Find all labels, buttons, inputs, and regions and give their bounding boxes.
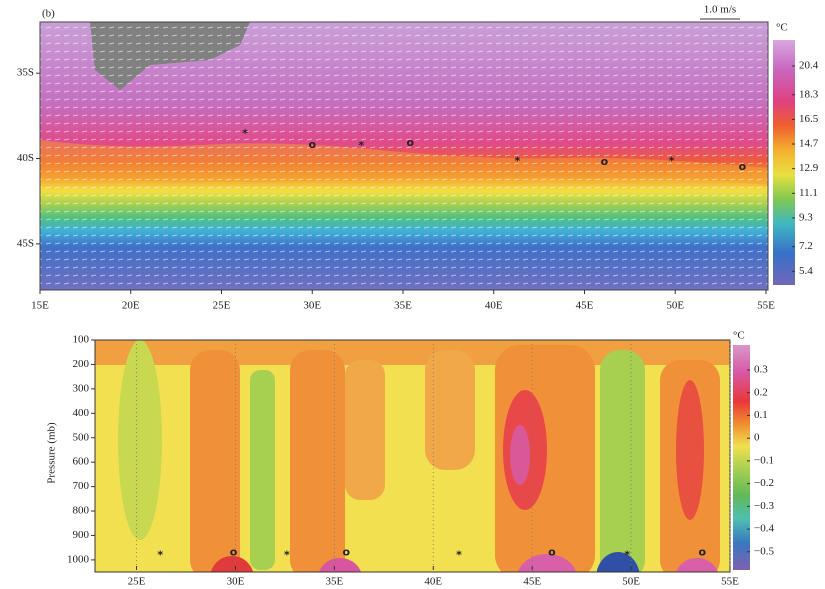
colorbar	[733, 345, 750, 570]
y-tick-label: 1000	[67, 553, 90, 565]
colorbar-tick-label: 20.4	[799, 60, 819, 72]
colorbar-tick-label: −0.5	[754, 545, 774, 557]
y-tick-label: 35S	[17, 67, 34, 79]
frame	[39, 21, 769, 291]
marker: o	[308, 138, 316, 151]
vectors	[40, 22, 768, 290]
marker: o	[230, 546, 238, 559]
colorbar-tick-label: 0	[754, 432, 760, 444]
marker: *	[157, 549, 163, 562]
section-panel	[94, 339, 750, 573]
marker: o	[601, 155, 609, 168]
colorbar-tick-label: 14.7	[799, 138, 819, 150]
y-tick-label: 45S	[17, 237, 34, 249]
x-tick-label: 30E	[227, 576, 245, 588]
marker: o	[406, 136, 414, 149]
y-tick-label: 900	[73, 529, 90, 541]
x-tick-label: 45E	[576, 300, 594, 312]
y-tick-label: 500	[73, 431, 90, 443]
x-tick-label: 25E	[213, 300, 231, 312]
y-tick-label: 400	[73, 407, 90, 419]
colorbar	[773, 40, 795, 285]
x-tick-label: 25E	[128, 576, 146, 588]
map-panel	[39, 18, 795, 291]
x-tick-label: 45E	[523, 576, 541, 588]
marker: o	[739, 160, 747, 173]
colorbar-tick-label: 7.2	[799, 240, 813, 252]
x-tick-label: 50E	[666, 300, 684, 312]
vector-label: 1.0 m/s	[704, 4, 736, 16]
colorbar-unit: °C	[776, 22, 788, 34]
marker: o	[342, 546, 350, 559]
marker: *	[669, 155, 675, 168]
y-tick-label: 100	[73, 334, 90, 346]
x-tick-label: 30E	[303, 300, 321, 312]
x-tick-label: 15E	[31, 300, 49, 312]
colorbar-tick-label: 11.1	[799, 187, 818, 199]
colorbar-tick-label: −0.3	[754, 500, 774, 512]
y-axis-title: Pressure (mb)	[46, 422, 58, 484]
marker: *	[456, 549, 462, 562]
colorbar-tick-label: −0.1	[754, 454, 774, 466]
colorbar-tick-label: 16.5	[799, 113, 819, 125]
colorbar-tick-label: 0.1	[754, 409, 768, 421]
colorbar-tick-label: 18.3	[799, 88, 819, 100]
panel-label: (b)	[42, 8, 55, 20]
colorbar-tick-label: 0.2	[754, 386, 768, 398]
x-tick-label: 55E	[721, 576, 739, 588]
colorbar-tick-label: 0.3	[754, 364, 768, 376]
x-tick-label: 35E	[325, 576, 343, 588]
marker: o	[699, 546, 707, 559]
x-tick-label: 40E	[424, 576, 442, 588]
marker: *	[242, 127, 248, 140]
x-tick-label: 40E	[485, 300, 503, 312]
marker: *	[514, 155, 520, 168]
y-tick-label: 200	[73, 358, 90, 370]
colorbar-tick-label: 5.4	[799, 265, 813, 277]
marker: *	[624, 549, 630, 562]
marker: o	[548, 546, 556, 559]
x-tick-label: 35E	[394, 300, 412, 312]
colorbar-tick-label: 12.9	[799, 162, 819, 174]
y-tick-label: 700	[73, 480, 90, 492]
colorbar-tick-label: 9.3	[799, 211, 813, 223]
colorbar-tick-label: −0.4	[754, 523, 774, 535]
marker: *	[358, 139, 364, 152]
y-tick-label: 600	[73, 456, 90, 468]
marker: *	[284, 549, 290, 562]
x-tick-label: 50E	[622, 576, 640, 588]
y-tick-label: 300	[73, 382, 90, 394]
y-tick-label: 40S	[17, 152, 34, 164]
colorbar-unit: °C	[733, 330, 745, 342]
x-tick-label: 20E	[122, 300, 140, 312]
y-tick-label: 800	[73, 505, 90, 517]
x-tick-label: 55E	[757, 300, 775, 312]
colorbar-tick-label: −0.2	[754, 477, 774, 489]
